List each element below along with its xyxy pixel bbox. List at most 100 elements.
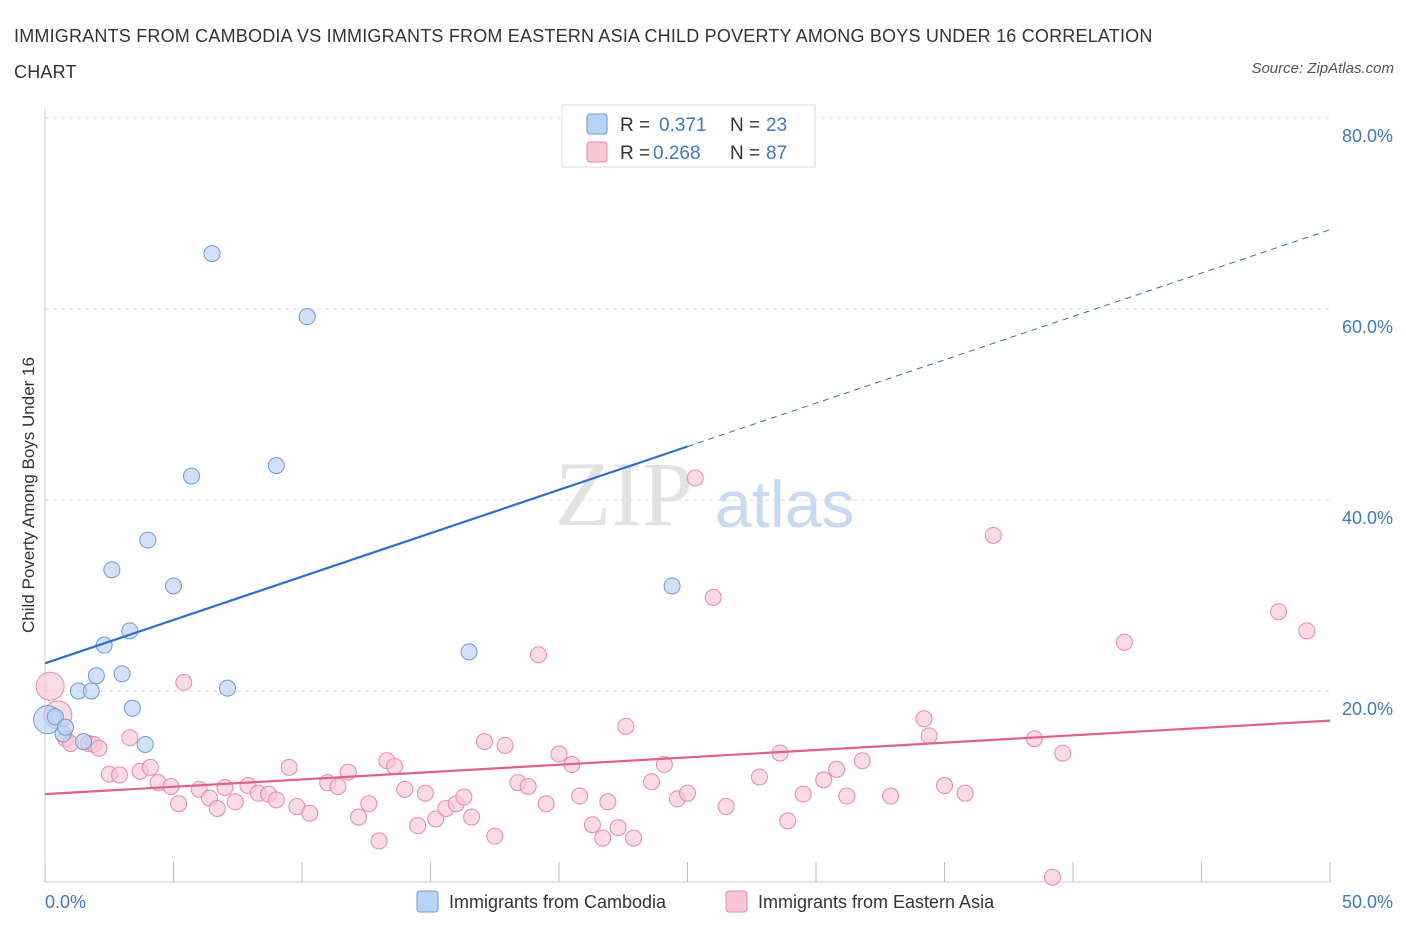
data-point-cambodia-18: [218, 679, 236, 697]
data-point-cambodia-6: [82, 682, 100, 700]
legend-swatch-cambodia: [586, 113, 608, 135]
data-point-eastern-asia-31: [350, 808, 368, 826]
data-point-eastern-asia-85: [1270, 603, 1288, 621]
legend-swatch-eastern-asia: [586, 141, 608, 163]
data-point-eastern-asia-6: [90, 739, 108, 757]
series-cambodia-points: [33, 245, 681, 753]
data-point-cambodia-9: [103, 561, 121, 579]
data-point-eastern-asia-71: [815, 771, 833, 789]
legend-r-label-cambodia: R =: [620, 115, 650, 136]
data-point-eastern-asia-36: [396, 780, 414, 798]
data-point-eastern-asia-20: [226, 793, 244, 811]
data-point-eastern-asia-65: [704, 588, 722, 606]
data-point-eastern-asia-9: [121, 729, 139, 747]
data-point-eastern-asia-46: [496, 736, 514, 754]
legend-n-value-eastern-asia: 87: [766, 143, 787, 164]
y-tick-label-40: 40.0%: [1342, 508, 1393, 528]
data-point-eastern-asia-54: [583, 816, 601, 834]
legend-n-label-eastern-asia: N =: [730, 143, 760, 164]
data-point-eastern-asia-55: [594, 829, 612, 847]
data-point-eastern-asia-80: [984, 526, 1002, 544]
data-point-cambodia-16: [182, 467, 200, 485]
legend-r-value-eastern-asia: 0.268: [653, 143, 701, 164]
data-point-eastern-asia-58: [617, 717, 635, 735]
data-point-eastern-asia-8: [111, 766, 129, 784]
data-point-eastern-asia-0: [35, 671, 65, 701]
data-point-eastern-asia-33: [370, 832, 388, 850]
data-point-eastern-asia-37: [409, 817, 427, 835]
data-point-eastern-asia-78: [936, 777, 953, 795]
data-point-eastern-asia-53: [571, 787, 589, 805]
legend-r-value-cambodia: 0.371: [659, 115, 707, 136]
source-label: Source: ZipAtlas.com: [1251, 60, 1394, 77]
y-axis-label: Child Poverty Among Boys Under 16: [19, 357, 38, 633]
data-point-eastern-asia-32: [360, 795, 378, 813]
bottom-legend-label-cambodia: Immigrants from Cambodia: [449, 892, 667, 912]
data-point-eastern-asia-57: [609, 819, 627, 837]
data-point-eastern-asia-38: [416, 784, 434, 802]
data-point-eastern-asia-86: [1298, 622, 1316, 640]
y-tick-label-60: 60.0%: [1342, 317, 1393, 337]
data-point-cambodia-12: [123, 699, 141, 717]
data-point-eastern-asia-76: [915, 710, 933, 728]
data-point-eastern-asia-51: [550, 745, 568, 763]
data-point-eastern-asia-48: [519, 778, 537, 795]
data-point-eastern-asia-73: [838, 787, 856, 805]
bottom-legend-swatch-cambodia: [416, 890, 439, 913]
data-point-cambodia-1: [46, 708, 64, 726]
data-point-eastern-asia-24: [267, 791, 285, 809]
data-point-eastern-asia-29: [329, 778, 347, 795]
x-tick-label-50: 50.0%: [1342, 892, 1393, 912]
x-tick-label-0: 0.0%: [45, 892, 86, 912]
data-point-eastern-asia-75: [882, 787, 900, 805]
data-point-cambodia-22: [663, 577, 681, 595]
data-point-cambodia-5: [75, 733, 93, 751]
data-point-eastern-asia-74: [853, 752, 871, 770]
y-tick-label-80: 80.0%: [1342, 126, 1393, 146]
data-point-cambodia-21: [460, 643, 478, 661]
watermark-atlas: atlas: [715, 467, 854, 541]
bottom-legend-swatch-eastern-asia: [725, 890, 748, 913]
data-point-eastern-asia-79: [956, 784, 974, 802]
data-point-eastern-asia-66: [717, 798, 735, 816]
data-point-cambodia-7: [87, 667, 105, 685]
data-point-cambodia-14: [139, 531, 157, 549]
data-point-cambodia-15: [165, 577, 182, 595]
data-point-cambodia-3: [57, 718, 75, 736]
y-tick-labels: 20.0% 40.0% 60.0% 80.0%: [1342, 126, 1393, 719]
data-point-eastern-asia-67: [750, 768, 768, 786]
trend-lines: [44, 229, 1331, 796]
y-tick-label-20: 20.0%: [1342, 699, 1393, 719]
data-point-eastern-asia-18: [208, 799, 226, 817]
chart-title: IMMIGRANTS FROM CAMBODIA VS IMMIGRANTS F…: [14, 26, 1153, 82]
data-point-eastern-asia-11: [141, 758, 159, 776]
legend-n-value-cambodia: 23: [766, 115, 787, 136]
data-point-eastern-asia-39: [427, 810, 445, 828]
data-point-cambodia-19: [267, 457, 285, 475]
bottom-legend-label-eastern-asia: Immigrants from Eastern Asia: [758, 892, 995, 912]
trend-line-eastern-asia: [44, 719, 1331, 796]
watermark-zip: ZIP: [555, 443, 693, 545]
data-point-eastern-asia-49: [529, 646, 547, 664]
data-point-eastern-asia-59: [625, 829, 643, 847]
data-point-eastern-asia-19: [216, 778, 234, 796]
data-point-eastern-asia-50: [537, 795, 555, 813]
data-point-eastern-asia-60: [643, 773, 661, 791]
data-point-eastern-asia-56: [599, 793, 617, 811]
data-point-cambodia-20: [298, 308, 316, 326]
data-point-eastern-asia-27: [301, 804, 319, 822]
x-axis-ticks: [44, 862, 1331, 882]
series-legend: Immigrants from Cambodia Immigrants from…: [416, 890, 995, 913]
trend-line-cambodia: [44, 445, 688, 665]
data-point-cambodia-10: [113, 665, 131, 683]
grid-lines: [45, 117, 1330, 692]
data-point-eastern-asia-44: [475, 733, 493, 751]
data-point-cambodia-17: [203, 245, 221, 263]
data-point-eastern-asia-70: [794, 785, 812, 803]
trend-line-cambodia-extension: [687, 229, 1331, 447]
data-point-eastern-asia-15: [175, 673, 193, 691]
data-point-eastern-asia-61: [655, 756, 673, 774]
data-point-eastern-asia-81: [1043, 868, 1061, 886]
data-point-eastern-asia-42: [455, 788, 473, 806]
data-point-eastern-asia-84: [1115, 633, 1133, 651]
